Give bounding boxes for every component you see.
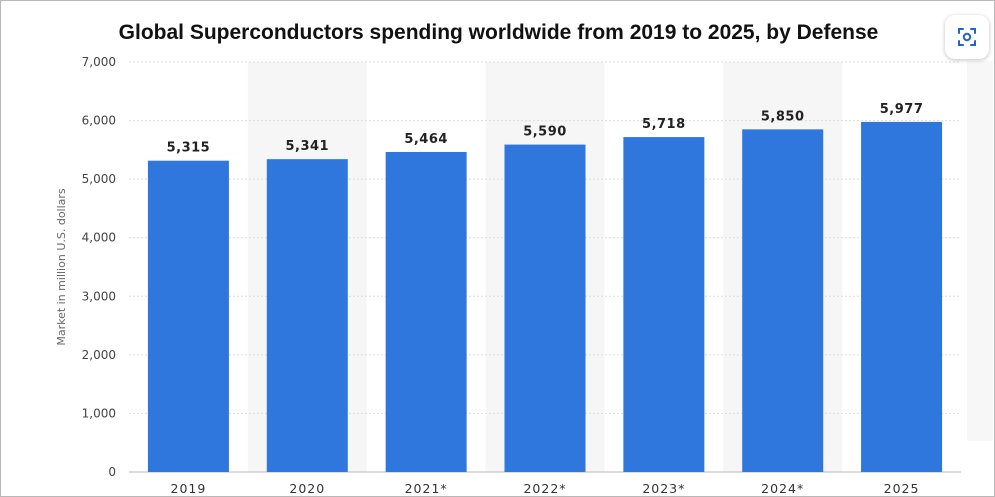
data-label: 5,850 [761,109,805,124]
data-label: 5,977 [880,102,924,117]
scroll-strip [967,61,993,441]
x-tick-label: 2023* [642,481,685,496]
y-axis-ticks: 0 1,000 2,000 3,000 4,000 5,000 6,000 7,000 [82,55,116,479]
data-label: 5,341 [285,139,329,154]
y-tick-label: 4,000 [82,231,116,245]
x-tick-label: 2025 [884,481,920,496]
bar[interactable] [266,159,348,473]
bars [147,121,943,473]
y-axis-label: Market in million U.S. dollars [55,188,68,346]
x-tick-label: 2020 [289,481,325,496]
x-tick-label: 2022* [523,481,566,496]
chart-title: Global Superconductors spending worldwid… [118,21,879,44]
bar[interactable] [742,129,824,472]
bar[interactable] [385,151,467,473]
y-tick-label: 1,000 [82,406,116,420]
y-tick-label: 5,000 [82,172,116,186]
data-label: 5,590 [523,125,567,140]
x-tick-label: 2021* [405,481,448,496]
data-label: 5,718 [642,117,686,132]
bar[interactable] [861,121,943,472]
x-tick-label: 2024* [761,481,804,496]
x-tick-label: 2019 [171,481,207,496]
lens-button[interactable] [945,15,989,59]
bar[interactable] [504,144,586,473]
bar[interactable] [623,137,705,473]
y-tick-label: 6,000 [82,114,116,128]
data-label: 5,315 [167,141,211,156]
y-tick-label: 0 [108,465,116,479]
y-tick-label: 3,000 [82,289,116,303]
bar[interactable] [147,160,229,472]
y-tick-label: 7,000 [82,55,116,69]
data-labels: 5,315 5,341 5,464 5,590 5,718 5,850 5,977 [167,102,924,156]
data-label: 5,464 [404,132,448,147]
x-axis-ticks: 2019 2020 2021* 2022* 2023* 2024* 2025 [171,481,920,496]
y-tick-label: 2,000 [82,348,116,362]
lens-scan-icon [958,28,976,46]
